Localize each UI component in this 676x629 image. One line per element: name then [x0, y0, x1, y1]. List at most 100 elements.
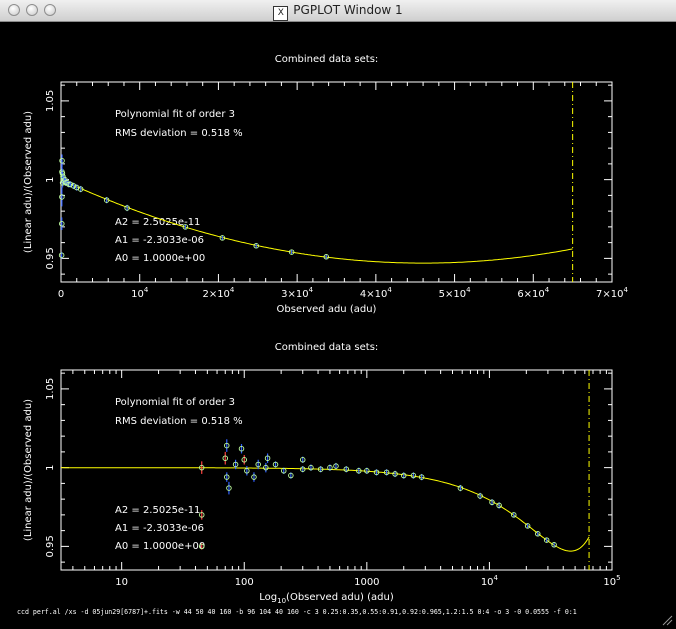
data-point: [543, 537, 550, 543]
x-tick-label: 1000: [354, 577, 379, 588]
data-point: [288, 472, 294, 479]
y-tick-label: 1: [45, 464, 56, 470]
data-point: [241, 457, 247, 463]
coefficient-text: A1 = -2.3033e-06: [115, 235, 204, 246]
coefficient-text: A1 = -2.3033e-06: [115, 523, 204, 534]
data-point: [496, 502, 502, 509]
x-tick-label: 10: [115, 577, 128, 588]
data-point: [198, 543, 205, 550]
data-point: [299, 457, 306, 463]
data-point: [232, 461, 239, 468]
fit-curve: [60, 179, 573, 264]
coefficient-text: A2 = 2.5025e-11: [115, 505, 200, 516]
data-point: [457, 485, 464, 491]
data-point: [253, 243, 259, 249]
plot-frame: [60, 369, 613, 571]
x-tick-label: 7×104: [596, 286, 628, 300]
zoom-window-button[interactable]: [44, 4, 56, 16]
data-point: [66, 181, 72, 188]
data-point: [272, 461, 279, 468]
data-point: [64, 180, 71, 186]
data-point: [60, 175, 67, 181]
data-point: [489, 499, 495, 506]
data-point: [373, 469, 380, 476]
chart-linear: Combined data sets: 0 104 2×104 3×104 4×104 5×…: [23, 54, 629, 315]
x11-icon: X: [273, 6, 289, 21]
data-point: [67, 181, 74, 188]
x-tick-label: 105: [603, 574, 620, 588]
y-tick-label: 1.05: [45, 90, 56, 112]
data-point: [511, 512, 517, 518]
data-point: [400, 472, 407, 479]
y-axis-label: (Linear adu)/(Observed adu): [23, 399, 34, 541]
data-point: [323, 254, 330, 260]
data-point: [103, 197, 110, 203]
y-axis-label: (Linear adu)/(Observed adu): [23, 111, 34, 253]
data-point: [77, 186, 84, 192]
annotation-text: Polynomial fit of order 3: [115, 397, 235, 408]
x-tick-label: 5×104: [439, 286, 471, 300]
x-tick-label: 104: [481, 574, 499, 588]
data-point: [224, 474, 230, 480]
data-point: [124, 205, 130, 211]
data-point: [238, 445, 245, 452]
coefficient-text: A0 = 1.0000e+00: [115, 541, 205, 552]
close-window-button[interactable]: [8, 4, 20, 16]
data-point: [410, 472, 417, 479]
y-tick-label: 1: [45, 176, 56, 182]
annotation-text: RMS deviation = 0.518 %: [115, 128, 243, 139]
minimize-window-button[interactable]: [26, 4, 38, 16]
x-tick-label: 6×104: [517, 286, 549, 300]
x-tick-label: 0: [58, 289, 64, 300]
data-point: [327, 464, 333, 471]
data-point: [364, 468, 370, 474]
x-tick-label: 4×104: [360, 286, 392, 300]
x-tick-label: 3×104: [281, 286, 313, 300]
data-point: [198, 464, 205, 471]
coefficient-text: A2 = 2.5025e-11: [115, 217, 200, 228]
pgplot-canvas: Combined data sets: 0 104 2×104 3×104 4×104 5×…: [17, 54, 629, 616]
data-point: [356, 468, 362, 474]
plot-frame: [60, 81, 613, 283]
data-point: [219, 235, 226, 241]
x-tick-label: 100: [235, 577, 254, 588]
data-point: [535, 531, 541, 537]
annotation-text: Polynomial fit of order 3: [115, 109, 235, 120]
data-point: [224, 442, 230, 449]
data-point: [524, 523, 531, 529]
data-point: [59, 157, 65, 164]
data-point: [251, 474, 257, 480]
data-point: [264, 455, 271, 461]
data-point: [263, 464, 269, 471]
data-point: [308, 464, 314, 471]
resize-grip-icon[interactable]: [661, 614, 673, 626]
data-point: [333, 463, 339, 469]
data-point: [58, 252, 65, 258]
data-point: [182, 224, 189, 230]
data-point: [288, 249, 295, 255]
data-point: [70, 183, 77, 189]
window-title-area: X PGPLOT Window 1: [0, 3, 676, 21]
data-point: [317, 466, 324, 472]
y-tick-label: 1.05: [45, 378, 56, 400]
chart-title: Combined data sets:: [275, 54, 379, 65]
data-point: [62, 180, 69, 186]
data-point: [383, 469, 390, 476]
data-point: [59, 194, 65, 200]
x-axis-label: Log10(Observed adu) (adu): [259, 592, 394, 605]
coefficient-text: A0 = 1.0000e+00: [115, 253, 205, 264]
data-point: [477, 493, 483, 499]
data-point: [551, 542, 557, 548]
data-point: [299, 466, 306, 472]
window-title: PGPLOT Window 1: [293, 3, 403, 17]
y-tick-label: 0.95: [45, 247, 56, 269]
data-point: [280, 468, 287, 474]
x-axis-label: Observed adu (adu): [277, 304, 377, 315]
window-titlebar[interactable]: X PGPLOT Window 1: [0, 0, 676, 22]
x-tick-label: 104: [131, 286, 149, 300]
data-point: [244, 468, 250, 474]
annotation-text: RMS deviation = 0.518 %: [115, 416, 243, 427]
chart-title: Combined data sets:: [275, 342, 379, 353]
data-point: [198, 512, 205, 518]
data-point: [418, 474, 425, 480]
